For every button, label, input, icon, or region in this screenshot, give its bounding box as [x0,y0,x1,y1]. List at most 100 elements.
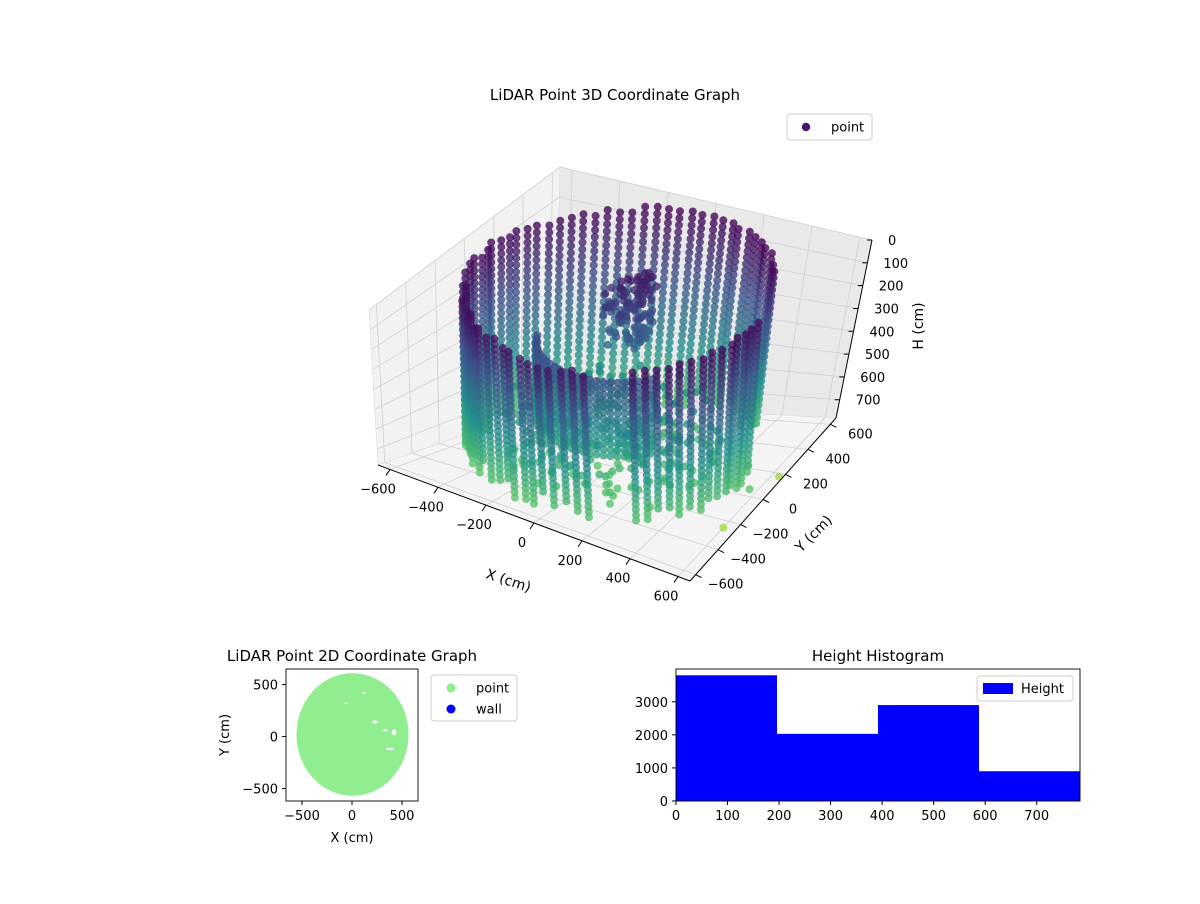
point-3d [615,223,623,231]
legend-3d: point [787,114,872,140]
y-tick-label-2d: 0 [270,731,278,746]
point-3d [634,336,642,344]
point-3d [511,494,519,502]
point-3d [689,208,697,216]
point-3d [556,231,564,239]
point-3d [575,351,583,359]
point-3d [533,242,541,250]
point-3d [578,260,586,268]
z-tick-label-3d: 500 [865,348,890,363]
point-cloud-gap [362,692,366,694]
point-3d [588,304,596,312]
point-cloud-gap [372,721,378,724]
point-3d [566,298,574,306]
point-3d [596,367,604,375]
point-3d [543,326,551,334]
point-3d [620,363,628,371]
point-3d [585,513,593,521]
point-3d [602,249,610,257]
point-3d [666,331,674,339]
y-axis-label-3d: Y (cm) [792,513,836,557]
point-3d [553,349,561,357]
point-3d [686,347,694,355]
x-tick-label-histogram: 0 [672,809,680,824]
point-3d [660,275,668,283]
point-3d [602,481,610,489]
point-3d [620,356,628,364]
point-3d [654,505,662,513]
point-3d [567,249,575,257]
point-3d [677,345,685,353]
point-3d [697,231,705,239]
x-tick-label-3d: −600 [360,482,396,497]
y-tick-3d [741,525,747,528]
point-3d [556,238,564,246]
point-3d [578,252,586,260]
legend-2d-marker-wall [447,705,456,714]
x-tick-label-histogram: 400 [870,809,895,824]
x-tick-label-3d: 400 [606,572,631,587]
point-3d [656,330,664,338]
point-3d [590,261,598,269]
y-tick-label-3d: 400 [826,452,851,467]
x-tick-label-histogram: 300 [818,809,843,824]
point-3d [617,311,625,319]
histogram-bar [979,771,1080,801]
point-3d [555,273,563,281]
point-3d [524,232,532,240]
point-3d [603,234,611,242]
point-3d [673,249,681,257]
histogram-title: Height Histogram [812,647,944,665]
point-3d [687,228,695,236]
point-3d [591,240,599,248]
point-3d [688,214,696,222]
point-3d [575,330,583,338]
point-3d [523,314,531,322]
point-3d [556,217,564,225]
point-3d [575,337,583,345]
point-3d [533,249,541,257]
point-cloud-gap [386,748,394,750]
point-3d [602,256,610,264]
point-3d [476,469,484,477]
point-3d [553,342,561,350]
point-3d [530,500,538,508]
point-3d [523,328,531,336]
point-3d [687,340,695,348]
point-3d [592,212,600,220]
point-3d [554,300,562,308]
point-3d [661,254,669,262]
point-3d [626,251,634,259]
point-3d [673,242,681,250]
point-3d [579,224,587,232]
point-3d [566,291,574,299]
point-3d [689,320,697,328]
point-3d [625,265,633,273]
point-cloud-gap [344,702,348,704]
point-3d [532,311,540,319]
point-3d [690,306,698,314]
point-3d [532,284,540,292]
point-3d [607,284,615,292]
point-3d [539,488,547,496]
point-3d [586,360,594,368]
point-3d [707,246,715,254]
y-tick-3d [718,550,724,553]
point-3d [587,332,595,340]
point-3d [576,316,584,324]
point-3d [604,206,612,214]
point-3d [554,307,562,315]
point-3d [544,277,552,285]
histogram-bar [676,675,777,801]
point-3d [686,242,694,250]
legend-2d-label-wall: wall [476,703,502,718]
point-3d [775,473,783,481]
x-tick-3d [530,523,534,529]
point-3d [554,321,562,329]
point-3d [597,355,605,363]
legend-histogram-swatch [983,683,1013,694]
z-tick-label-3d: 200 [879,280,904,295]
point-3d [563,497,571,505]
